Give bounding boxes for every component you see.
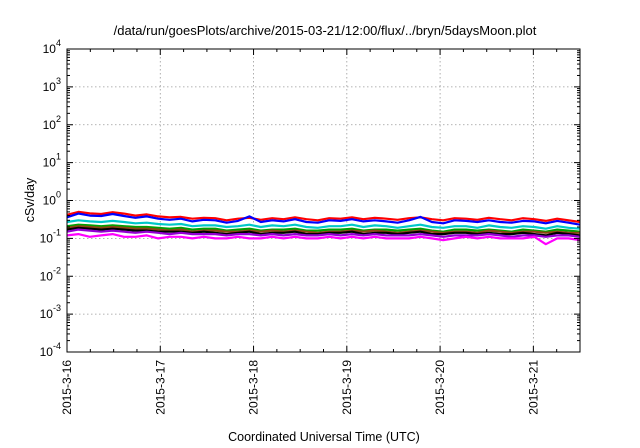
x-axis-label: Coordinated Universal Time (UTC) xyxy=(228,430,420,444)
series-line-7 xyxy=(66,233,581,246)
series-group xyxy=(66,210,581,246)
y-tick-labels: 104 103 102 101 100 10-1 10-2 10-3 10-4 xyxy=(40,38,61,359)
ticks xyxy=(66,48,580,353)
x-tick-label: 2015-3-18 xyxy=(247,360,261,415)
y-tick-label: 102 xyxy=(43,114,61,132)
y-tick-label: 10-1 xyxy=(40,227,61,245)
series-line-2 xyxy=(66,219,581,230)
y-tick-label: 101 xyxy=(43,152,61,170)
x-tick-labels: 2015-3-16 2015-3-17 2015-3-18 2015-3-19 2015… xyxy=(60,360,540,415)
y-tick-label: 100 xyxy=(43,190,61,208)
x-tick-label: 2015-3-17 xyxy=(153,360,167,415)
y-tick-label: 103 xyxy=(43,76,61,94)
x-tick-label: 2015-3-19 xyxy=(340,360,354,415)
chart-title: /data/run/goesPlots/archive/2015-03-21/1… xyxy=(114,23,537,38)
x-tick-label: 2015-3-21 xyxy=(526,360,540,415)
y-tick-label: 104 xyxy=(43,38,61,56)
series-line-4 xyxy=(66,225,580,234)
y-axis-label: cSv/day xyxy=(23,177,37,222)
x-tick-label: 2015-3-20 xyxy=(433,360,447,415)
grid xyxy=(67,49,580,352)
series-line-6 xyxy=(66,228,581,238)
y-tick-label: 10-3 xyxy=(40,303,61,321)
series-line-1 xyxy=(66,212,581,226)
y-tick-label: 10-2 xyxy=(40,265,61,283)
series-line-0 xyxy=(66,210,581,224)
y-tick-label: 10-4 xyxy=(40,341,61,359)
x-tick-label: 2015-3-16 xyxy=(60,360,74,415)
